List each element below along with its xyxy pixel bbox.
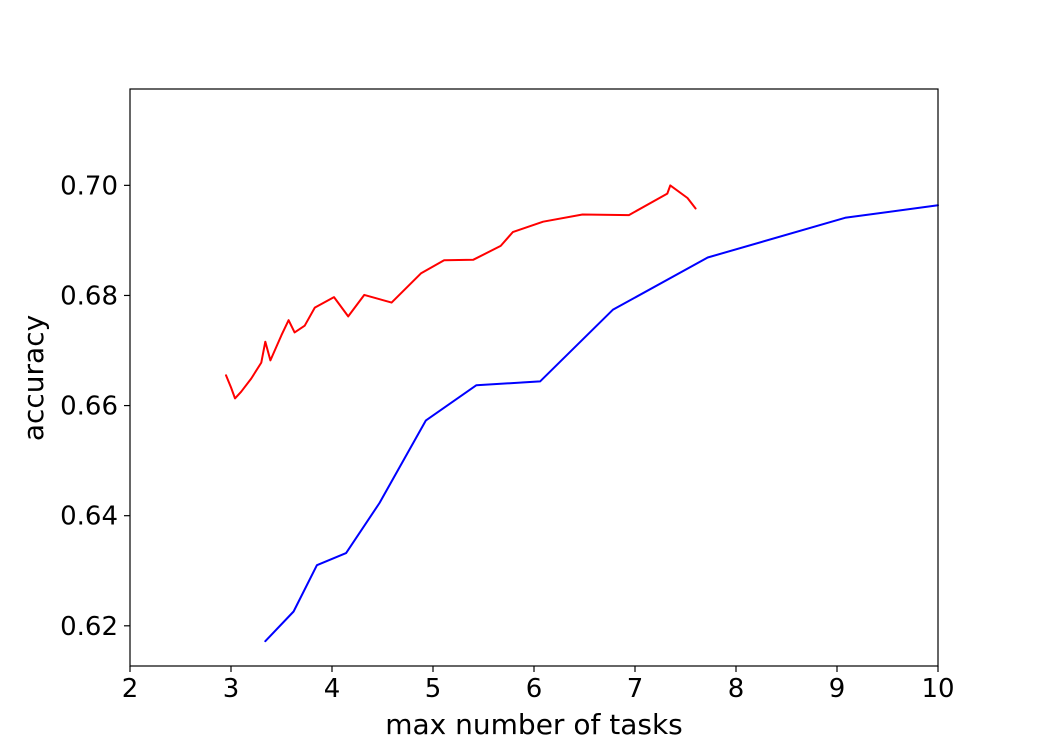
y-tick-label: 0.66 bbox=[60, 392, 118, 422]
x-axis-label: max number of tasks bbox=[385, 708, 683, 741]
x-tick-label: 7 bbox=[627, 674, 644, 704]
x-tick-label: 3 bbox=[223, 674, 240, 704]
x-tick-label: 9 bbox=[829, 674, 846, 704]
x-tick-label: 2 bbox=[122, 674, 139, 704]
y-tick-label: 0.64 bbox=[60, 502, 118, 532]
x-tick-label: 10 bbox=[921, 674, 954, 704]
blue-series-line bbox=[264, 204, 939, 643]
x-axis-ticks: 2 3 4 5 6 7 8 9 10 bbox=[122, 666, 955, 704]
series-layer bbox=[225, 184, 939, 643]
x-tick-label: 4 bbox=[324, 674, 341, 704]
y-axis-ticks: 0.62 0.64 0.66 0.68 0.70 bbox=[60, 171, 130, 642]
y-tick-label: 0.68 bbox=[60, 281, 118, 311]
x-tick-label: 5 bbox=[425, 674, 442, 704]
red-series-line bbox=[225, 184, 697, 400]
y-axis-label: accuracy bbox=[17, 315, 50, 441]
x-tick-label: 8 bbox=[728, 674, 745, 704]
y-tick-label: 0.62 bbox=[60, 612, 118, 642]
plot-area bbox=[130, 89, 938, 666]
x-tick-label: 6 bbox=[526, 674, 543, 704]
y-tick-label: 0.70 bbox=[60, 171, 118, 201]
